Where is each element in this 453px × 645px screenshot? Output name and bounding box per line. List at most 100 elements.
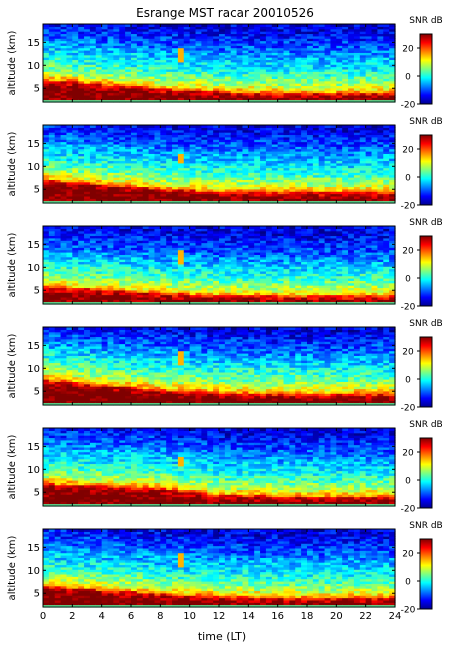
heatmap-cell <box>201 162 208 166</box>
heatmap-cell <box>154 256 161 260</box>
heatmap-cell <box>365 80 373 84</box>
heatmap-cell <box>107 256 114 260</box>
heatmap-cell <box>89 244 97 248</box>
heatmap-cell <box>78 285 85 289</box>
heatmap-cell <box>189 45 197 49</box>
heatmap-cell <box>125 233 132 237</box>
heatmap-cell <box>207 287 214 291</box>
heatmap-cell <box>54 240 62 244</box>
heatmap-cell <box>54 228 62 232</box>
heatmap-cell <box>336 139 343 143</box>
heatmap-cell <box>265 127 273 131</box>
heatmap-cell <box>265 59 273 63</box>
heatmap-cell <box>383 155 390 159</box>
heatmap-cell <box>342 54 349 58</box>
heatmap-cell <box>195 177 202 180</box>
heatmap-cell <box>195 169 202 173</box>
heatmap-cell <box>89 33 97 37</box>
heatmap-cell <box>66 61 73 65</box>
heatmap-cell <box>307 139 314 143</box>
heatmap-cell <box>289 59 296 63</box>
heatmap-cell <box>260 134 267 138</box>
heatmap-cell <box>154 296 161 300</box>
heatmap-cell <box>236 179 244 183</box>
heatmap-cell <box>207 275 214 279</box>
heatmap-cell <box>60 66 68 70</box>
heatmap-cell <box>166 47 173 51</box>
heatmap-cell <box>353 80 361 84</box>
heatmap-cell <box>330 66 337 70</box>
heatmap-cell <box>189 129 197 133</box>
heatmap-cell <box>89 94 97 98</box>
heatmap-cell <box>183 181 191 185</box>
heatmap-cell <box>43 45 50 49</box>
heatmap-cell <box>377 184 384 188</box>
heatmap-cell <box>348 85 355 89</box>
heatmap-cell <box>312 85 320 89</box>
heatmap-cell <box>207 139 214 143</box>
heatmap-cell <box>166 249 173 253</box>
heatmap-cell <box>43 125 50 128</box>
heatmap-cell <box>66 252 73 255</box>
heatmap-cell <box>172 230 179 234</box>
heatmap-cell <box>371 167 378 171</box>
heatmap-cell <box>172 289 179 293</box>
heatmap-cell <box>207 45 214 49</box>
heatmap-cell <box>301 61 308 65</box>
heatmap-cell <box>43 71 50 75</box>
heatmap-cell <box>119 287 126 291</box>
heatmap-cell <box>377 68 384 72</box>
heatmap-cell <box>142 177 150 180</box>
heatmap-cell <box>248 146 255 150</box>
heatmap-cell <box>353 186 361 190</box>
heatmap-cell <box>330 143 337 147</box>
heatmap-cell <box>265 83 273 87</box>
heatmap-cell <box>160 294 167 298</box>
heatmap-cell <box>60 28 68 32</box>
heatmap-cell <box>95 94 103 98</box>
heatmap-cell <box>84 254 91 258</box>
heatmap-cell <box>160 285 167 289</box>
heatmap-cell <box>195 71 202 75</box>
heatmap-cell <box>213 184 220 188</box>
heatmap-cell <box>324 45 332 49</box>
heatmap-cell <box>289 193 296 197</box>
heatmap-cell <box>189 54 197 58</box>
heatmap-cell <box>189 33 197 37</box>
heatmap-cell <box>219 172 226 176</box>
heatmap-cell <box>172 26 179 30</box>
heatmap-cell <box>154 228 161 232</box>
heatmap-cell <box>307 179 314 183</box>
heatmap-cell <box>359 198 367 202</box>
heatmap-cell <box>54 278 62 281</box>
heatmap-cell <box>125 228 132 232</box>
heatmap-cell <box>289 54 296 58</box>
heatmap-cell <box>383 143 390 147</box>
heatmap-cell <box>66 83 73 87</box>
colorbar-label: SNR dB <box>409 16 442 26</box>
heatmap-cell <box>125 254 132 258</box>
heatmap-cell <box>72 256 79 260</box>
heatmap-cell <box>172 148 179 152</box>
heatmap-cell <box>224 186 232 190</box>
heatmap-cell <box>377 195 384 199</box>
heatmap-cell <box>72 73 79 77</box>
heatmap-cell <box>371 83 378 87</box>
heatmap-cell <box>72 237 79 241</box>
heatmap-cell <box>101 35 109 39</box>
heatmap-cell <box>72 261 79 265</box>
heatmap-cell <box>113 174 120 178</box>
heatmap-cell <box>189 193 197 197</box>
heatmap-cell <box>66 90 73 94</box>
heatmap-cell <box>166 24 173 27</box>
heatmap-cell <box>318 129 326 133</box>
heatmap-cell <box>307 40 314 44</box>
heatmap-cell <box>383 146 390 150</box>
heatmap-cell <box>89 132 97 136</box>
heatmap-cell <box>271 136 279 140</box>
heatmap-cell <box>54 57 62 61</box>
heatmap-cell <box>348 160 355 164</box>
heatmap-cell <box>318 179 326 183</box>
heatmap-cell <box>301 160 308 164</box>
